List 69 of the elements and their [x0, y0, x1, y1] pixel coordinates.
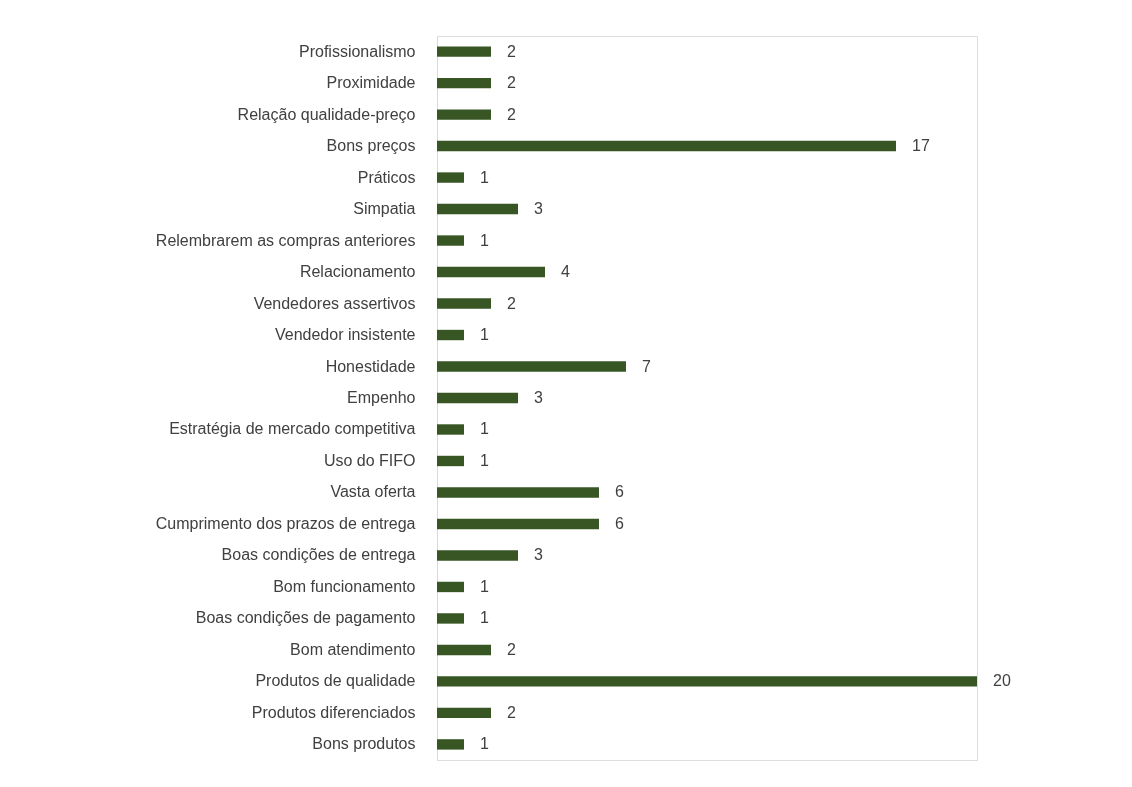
y-tick-label: Uso do FIFO: [323, 451, 416, 469]
bar: [437, 266, 545, 278]
y-tick-label: Produtos diferenciados: [251, 703, 416, 721]
data-label: 1: [480, 609, 489, 627]
bar: [437, 329, 464, 341]
data-label: 2: [507, 74, 516, 92]
bar: [437, 707, 491, 719]
bar: [437, 361, 626, 372]
data-label: 7: [642, 357, 651, 375]
data-label: 2: [507, 640, 516, 658]
bar: [437, 613, 464, 624]
y-tick-label: Simpatia: [353, 200, 416, 218]
y-tick-label: Vasta oferta: [330, 483, 416, 501]
y-tick-label: Bom funcionamento: [273, 577, 416, 595]
y-tick-label: Relembrarem as compras anteriores: [155, 231, 416, 249]
bar: [437, 676, 977, 687]
data-label: 1: [480, 326, 489, 344]
bar: [437, 298, 491, 309]
y-tick-label: Profissionalismo: [299, 42, 416, 60]
data-label: 1: [480, 735, 489, 753]
data-label: 3: [534, 389, 543, 406]
bar: [437, 77, 491, 89]
y-tick-label: Boas condições de entrega: [221, 546, 416, 564]
bar: [437, 455, 464, 467]
data-label: 20: [993, 672, 1011, 690]
y-tick-label: Honestidade: [325, 357, 416, 375]
data-label: 1: [480, 420, 489, 438]
bar: [437, 739, 464, 750]
data-label: 6: [615, 483, 624, 501]
bar: [437, 203, 518, 215]
data-label: 6: [615, 514, 624, 532]
y-tick-label: Estratégia de mercado competitiva: [169, 420, 416, 438]
bar: [437, 644, 491, 656]
y-tick-label: Vendedor insistente: [274, 326, 416, 344]
y-tick-label: Boas condições de pagamento: [195, 609, 416, 627]
y-tick-label: Relacionamento: [299, 263, 416, 281]
y-tick-label: Cumprimento dos prazos de entrega: [155, 514, 416, 532]
bar: [437, 46, 491, 57]
bar: [437, 550, 518, 561]
data-label: 2: [507, 42, 516, 60]
data-label: 1: [480, 168, 489, 186]
data-label: 1: [480, 451, 489, 469]
y-tick-label: Bons preços: [326, 137, 416, 155]
data-label: 3: [534, 200, 543, 218]
bar: [437, 487, 599, 498]
bar: [437, 581, 464, 593]
y-tick-label: Empenho: [347, 389, 416, 406]
bar: [437, 172, 464, 183]
bar: [437, 424, 464, 435]
bar: [437, 140, 896, 152]
data-label: 2: [507, 703, 516, 721]
data-label: 1: [480, 577, 489, 595]
data-label: 17: [912, 137, 930, 155]
data-label: 1: [480, 231, 489, 249]
data-label: 3: [534, 546, 543, 564]
bar: [437, 235, 464, 246]
y-tick-label: Bom atendimento: [290, 640, 416, 658]
bar: [437, 109, 491, 120]
y-tick-label: Produtos de qualidade: [255, 672, 416, 690]
y-tick-label: Bons produtos: [312, 735, 416, 753]
data-label: 2: [507, 105, 516, 123]
bar: [437, 518, 599, 530]
data-label: 4: [561, 263, 570, 281]
data-label: 2: [507, 294, 516, 312]
y-tick-label: Práticos: [357, 168, 416, 186]
y-tick-label: Proximidade: [326, 74, 416, 92]
y-tick-label: Relação qualidade-preço: [237, 105, 416, 123]
y-tick-label: Vendedores assertivos: [253, 294, 416, 312]
bar: [437, 392, 518, 404]
